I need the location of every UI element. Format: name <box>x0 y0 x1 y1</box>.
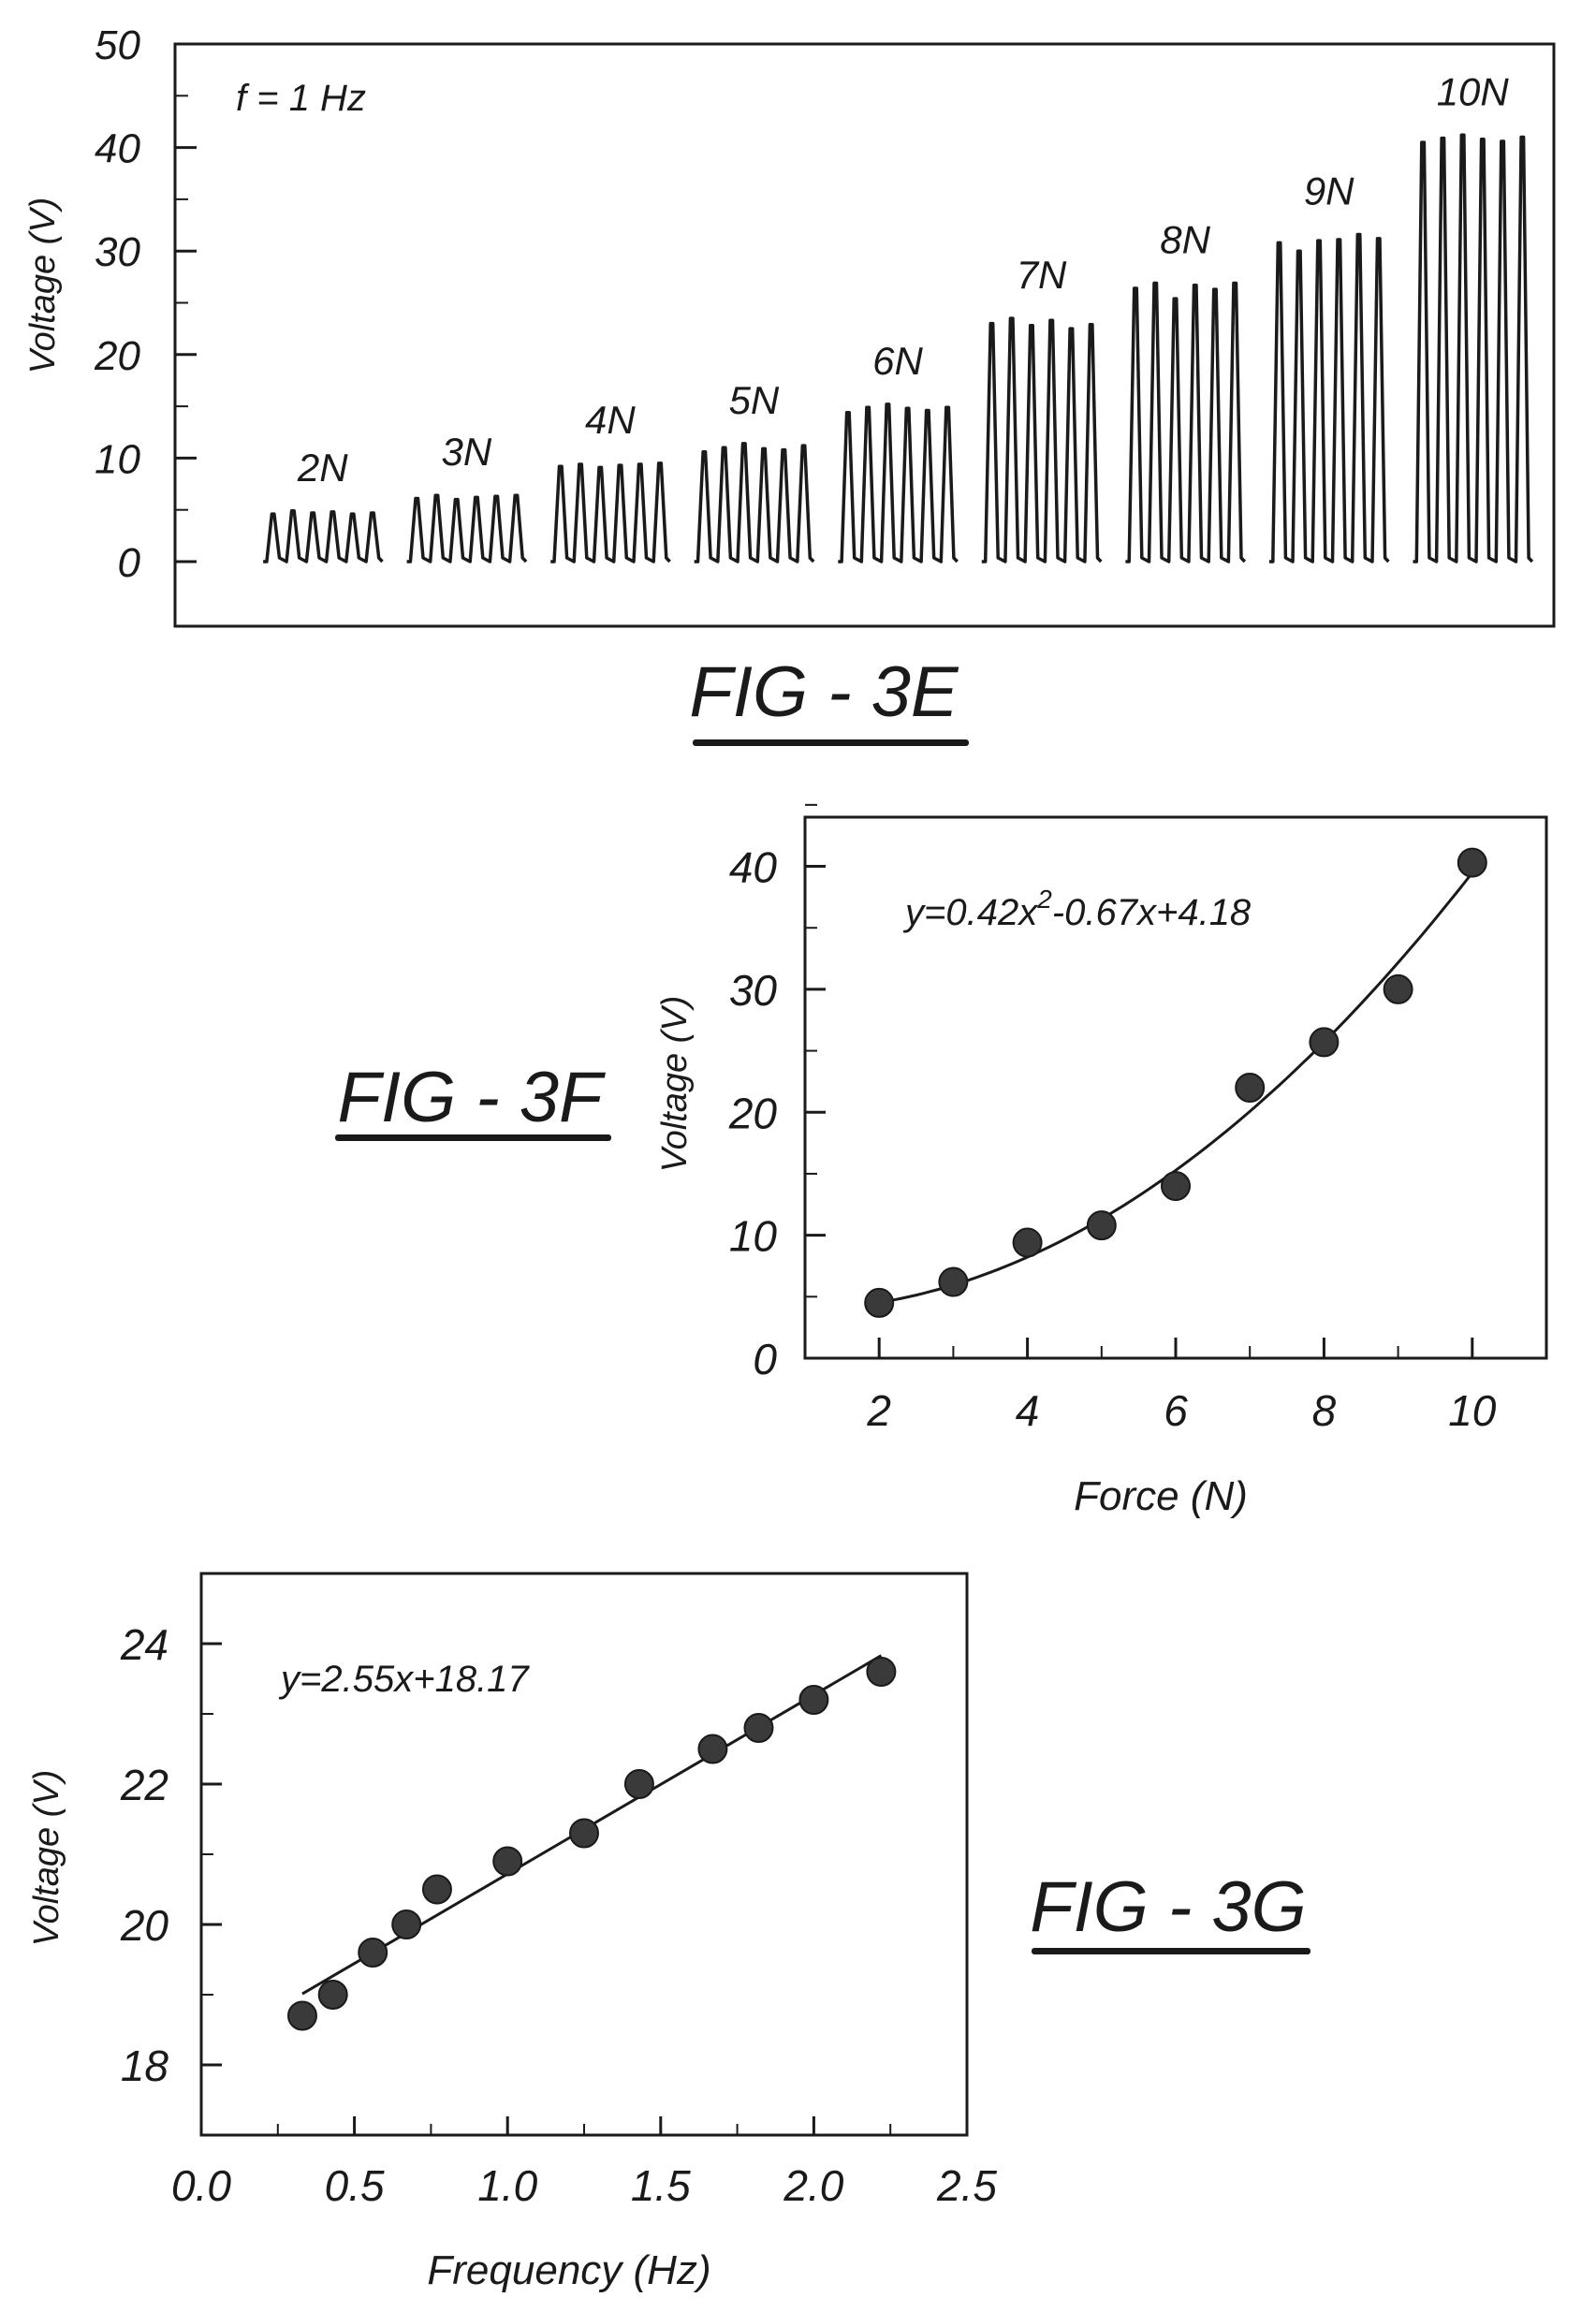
data-point <box>1012 1227 1043 1258</box>
pulse-train <box>694 442 815 563</box>
data-point <box>317 1980 348 2010</box>
fig3f-data-points <box>864 847 1487 1318</box>
y-tick-label: 0 <box>118 540 141 586</box>
y-tick-label: 10 <box>729 1212 778 1261</box>
x-tick-label: 2 <box>866 1386 891 1435</box>
x-tick-label: 8 <box>1312 1386 1337 1435</box>
fig3e-y-axis: 0 10 20 30 40 50 <box>94 22 197 586</box>
fig3f-equation-base: y=0.42x <box>902 892 1039 933</box>
data-point <box>1383 973 1413 1004</box>
fig3e-caption: FIG - 3E <box>689 652 969 746</box>
x-tick-label: 2.5 <box>936 2161 997 2210</box>
pulse-train <box>1125 281 1247 563</box>
force-label: 10N <box>1437 69 1510 113</box>
pulse-train <box>838 402 959 563</box>
fig3e-annotation: f = 1 Hz <box>236 78 366 119</box>
force-label: 8N <box>1160 217 1210 261</box>
data-point <box>697 1734 728 1764</box>
data-point <box>1309 1027 1340 1058</box>
force-label: 6N <box>872 339 923 383</box>
x-tick-label: 0.0 <box>171 2161 231 2210</box>
fig3f-equation-rest: -0.67x+4.18 <box>1052 892 1252 933</box>
force-label: 2N <box>297 446 348 490</box>
fig3g-y-axis-title: Voltage (V) <box>27 1770 66 1947</box>
fig3e-plot-frame <box>173 42 1556 628</box>
data-point <box>743 1713 774 1743</box>
data-point <box>569 1818 599 1849</box>
fig3e-label: FIG - 3E <box>689 652 959 732</box>
y-tick-label: 22 <box>120 1761 168 1809</box>
data-point <box>938 1266 969 1297</box>
fig3g-plot-frame <box>199 1572 969 2137</box>
y-tick-label: 20 <box>94 333 140 379</box>
x-tick-label: 1.0 <box>477 2161 537 2210</box>
data-point <box>421 1874 452 1905</box>
data-point <box>492 1846 523 1877</box>
y-tick-label: 30 <box>729 966 778 1015</box>
fig3g-label-underline <box>1032 1948 1310 1954</box>
fig3f-caption: FIG - 3F <box>335 1058 611 1141</box>
pulse-train <box>1268 232 1390 563</box>
fig3g-caption: FIG - 3G <box>1030 1867 1310 1954</box>
y-tick-label: 18 <box>121 2041 169 2090</box>
fig3f-fit-curve <box>878 871 1473 1305</box>
pulse-train <box>981 316 1103 563</box>
fig3e-label-underline <box>693 739 969 746</box>
x-tick-label: 6 <box>1164 1386 1188 1435</box>
x-tick-label: 2.0 <box>783 2161 843 2210</box>
force-label: 9N <box>1304 169 1354 213</box>
data-point <box>286 2000 317 2031</box>
x-tick-label: 1.5 <box>631 2161 691 2210</box>
x-tick-label: 0.5 <box>325 2161 385 2210</box>
fig3f-equation-exponent: 2 <box>1036 885 1052 914</box>
data-point <box>1161 1171 1191 1202</box>
y-tick-label: 20 <box>728 1089 778 1137</box>
data-point <box>1086 1210 1117 1241</box>
fig3f-label-underline <box>335 1134 611 1141</box>
y-tick-label: 24 <box>120 1620 168 1669</box>
pulse-train <box>1413 133 1534 563</box>
pulse-train <box>550 461 671 563</box>
fig3f-fit-equation: y=0.42x2-0.67x+4.18 <box>902 885 1252 933</box>
y-tick-label: 20 <box>120 1901 169 1950</box>
fig3g-chart: 0.0 0.5 1.0 1.5 2.0 2.5 18 20 22 24 y=2.55x+18.17… <box>27 1572 997 2293</box>
fig3g-data-points <box>286 1657 897 2031</box>
data-point <box>798 1685 829 1715</box>
fig3e-y-axis-title: Voltage (V) <box>23 198 63 374</box>
y-tick-label: 0 <box>753 1335 777 1383</box>
fig3e-chart: 0 10 20 30 40 50 2N 3N 4N 5N 6N 7N 8N 9N 10N f = 1 Hz… <box>23 22 1556 628</box>
force-label: 4N <box>585 398 636 442</box>
y-tick-label: 30 <box>95 229 140 275</box>
data-point <box>864 1287 895 1318</box>
pulse-train <box>406 493 528 563</box>
data-point <box>358 1938 388 1968</box>
data-point <box>391 1910 422 1939</box>
fig3g-axes: 0.0 0.5 1.0 1.5 2.0 2.5 18 20 22 24 <box>120 1573 997 2210</box>
fig3f-label: FIG - 3F <box>338 1058 606 1137</box>
force-label: 5N <box>729 378 780 422</box>
y-tick-label: 40 <box>729 843 778 892</box>
data-point <box>1235 1073 1266 1103</box>
force-label: 7N <box>1017 253 1067 297</box>
fig3f-x-axis-title: Force (N) <box>1074 1473 1248 1519</box>
y-tick-label: 40 <box>95 126 140 172</box>
data-point <box>1457 847 1487 878</box>
data-point <box>866 1657 897 1687</box>
fig3e-pulse-trains: 2N 3N 4N 5N 6N 7N 8N 9N 10N <box>263 69 1534 563</box>
x-tick-label: 4 <box>1016 1386 1040 1435</box>
y-tick-label: 50 <box>95 22 140 68</box>
fig3g-x-axis-title: Frequency (Hz) <box>427 2247 710 2293</box>
force-label: 3N <box>441 430 491 474</box>
fig3g-fit-equation: y=2.55x+18.17 <box>278 1659 530 1700</box>
fig3g-label: FIG - 3G <box>1030 1867 1307 1947</box>
y-tick-label: 10 <box>95 436 140 482</box>
fig3f-y-axis-title: Voltage (V) <box>655 996 695 1173</box>
data-point <box>623 1769 654 1799</box>
pulse-train <box>263 509 384 563</box>
x-tick-label: 10 <box>1448 1386 1497 1435</box>
fig3f-axes: 2 4 6 8 10 0 10 20 30 40 <box>728 803 1497 1435</box>
